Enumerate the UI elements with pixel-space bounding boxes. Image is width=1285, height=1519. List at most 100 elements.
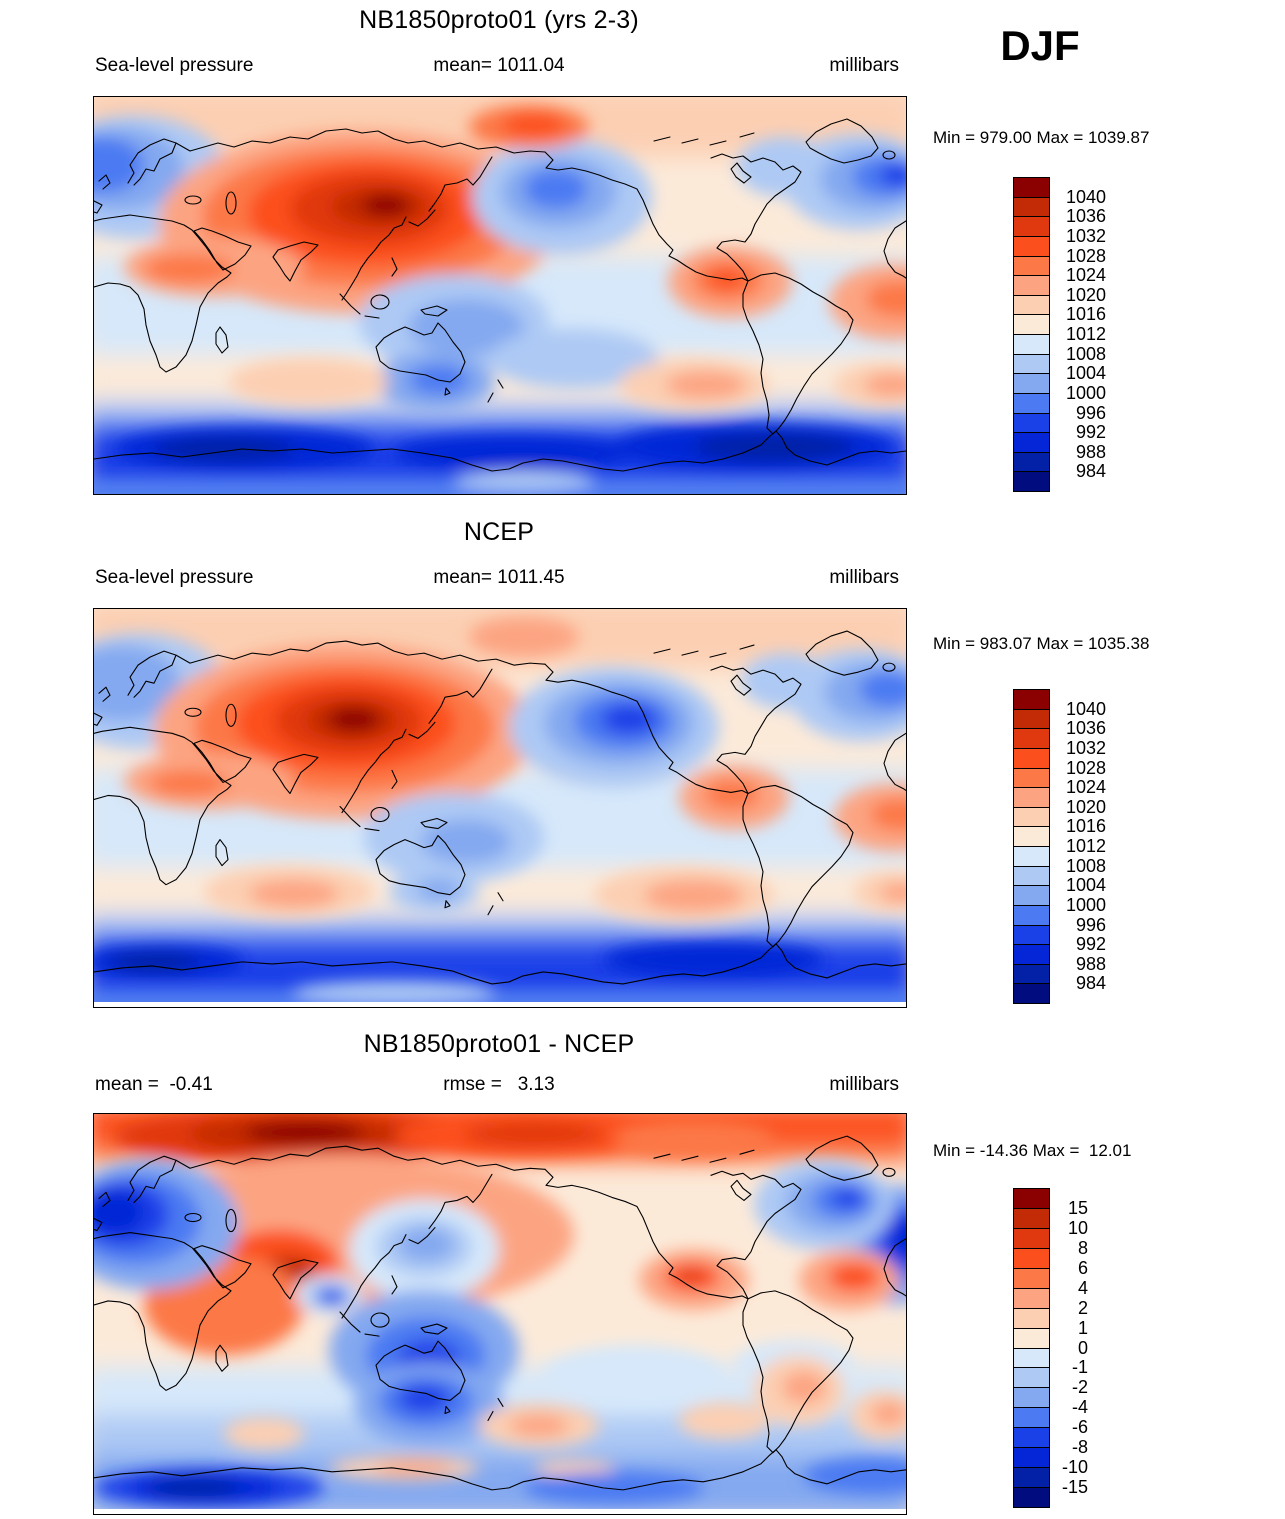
colorbar-tick-label: 984 bbox=[1075, 461, 1106, 482]
colorbar-tick-label: 1024 bbox=[1065, 777, 1106, 798]
colorbar-tick-label: 992 bbox=[1075, 422, 1106, 443]
colorbar-cell bbox=[1013, 235, 1050, 257]
colorbar-cell bbox=[1013, 689, 1050, 710]
colorbar-cell bbox=[1013, 865, 1050, 887]
colorbar-cell bbox=[1013, 294, 1050, 316]
colorbar-tick-label: -2 bbox=[1071, 1377, 1088, 1398]
colorbar-cell bbox=[1013, 1188, 1050, 1209]
colorbar-tick-label: 1028 bbox=[1065, 757, 1106, 778]
colorbar-tick-label: 1036 bbox=[1065, 718, 1106, 739]
colorbar-cell bbox=[1013, 1247, 1050, 1269]
panel-model-minmax: Min = 979.00 Max = 1039.87 bbox=[933, 128, 1150, 147]
colorbar-cell bbox=[1013, 806, 1050, 828]
colorbar-tick-label: 1036 bbox=[1065, 206, 1106, 227]
colorbar-cell bbox=[1013, 944, 1050, 965]
panel-model-title: NB1850proto01 (yrs 2-3) bbox=[359, 6, 639, 34]
colorbar-cell bbox=[1013, 1487, 1050, 1508]
colorbar-tick-label: 4 bbox=[1077, 1277, 1088, 1298]
colorbar-tick-label: 984 bbox=[1075, 973, 1106, 994]
colorbar-cell bbox=[1013, 1447, 1050, 1469]
colorbar-cell bbox=[1013, 177, 1050, 198]
colorbar-cell bbox=[1013, 314, 1050, 335]
colorbar-cell bbox=[1013, 963, 1050, 985]
colorbar-tick-label: 988 bbox=[1075, 441, 1106, 462]
colorbar-tick-label: 988 bbox=[1075, 953, 1106, 974]
panel-ncep-subtitle-row: Sea-level pressure mean= 1011.45 milliba… bbox=[93, 567, 905, 591]
panel-model: NB1850proto01 (yrs 2-3) DJF Sea-level pr… bbox=[0, 0, 1285, 512]
colorbar-cell bbox=[1013, 1387, 1050, 1409]
colorbar-tick-label: 1008 bbox=[1065, 343, 1106, 364]
colorbar-cell bbox=[1013, 787, 1050, 808]
colorbar-tick-label: -6 bbox=[1071, 1417, 1088, 1438]
panel-difference-map bbox=[93, 1113, 907, 1515]
field-label: Sea-level pressure bbox=[95, 567, 254, 588]
colorbar-tick-label: -1 bbox=[1071, 1357, 1088, 1378]
colorbar-cell bbox=[1013, 373, 1050, 394]
colorbar-tick-label: 15 bbox=[1067, 1197, 1088, 1218]
colorbar-tick-label: 8 bbox=[1077, 1237, 1088, 1258]
colorbar-cell bbox=[1013, 334, 1050, 355]
units-label: millibars bbox=[829, 567, 899, 588]
colorbar-cell bbox=[1013, 196, 1050, 218]
colorbar-cell bbox=[1013, 1207, 1050, 1229]
panel-ncep-minmax: Min = 983.07 Max = 1035.38 bbox=[933, 634, 1150, 653]
panel-difference-colorbar: 15 10 8 6 4 2 1 0 -1 -2 -4 -6 -8 -10 -15 bbox=[1013, 1188, 1088, 1508]
colorbar-tick-label: 1012 bbox=[1065, 836, 1106, 856]
colorbar-tick-label: 1008 bbox=[1065, 855, 1106, 876]
units-label: millibars bbox=[829, 55, 899, 76]
colorbar-cell bbox=[1013, 826, 1050, 847]
colorbar-tick-label: 1024 bbox=[1065, 265, 1106, 286]
colorbar-cell bbox=[1013, 1427, 1050, 1449]
colorbar-cell bbox=[1013, 1307, 1050, 1329]
colorbar-cell bbox=[1013, 728, 1050, 749]
colorbar-tick-label: 0 bbox=[1077, 1337, 1088, 1358]
colorbar-cell bbox=[1013, 412, 1050, 434]
colorbar-cell bbox=[1013, 846, 1050, 867]
colorbar-tick-label: 1012 bbox=[1065, 324, 1106, 344]
colorbar-tick-label: 1 bbox=[1077, 1317, 1088, 1338]
colorbar-tick-label: 1020 bbox=[1065, 284, 1106, 305]
colorbar-cell bbox=[1013, 1227, 1050, 1249]
colorbar-cell bbox=[1013, 1367, 1050, 1389]
colorbar-cell bbox=[1013, 1347, 1050, 1369]
panel-ncep-map bbox=[93, 608, 907, 1008]
colorbar-tick-label: 1032 bbox=[1065, 225, 1106, 246]
colorbar-tick-label: 1016 bbox=[1065, 816, 1106, 837]
panel-ncep: NCEP Sea-level pressure mean= 1011.45 mi… bbox=[0, 512, 1285, 1024]
difference-contour-plot bbox=[94, 1114, 906, 1514]
panel-model-subtitle-row: Sea-level pressure mean= 1011.04 milliba… bbox=[93, 55, 905, 79]
panel-difference-minmax: Min = -14.36 Max = 12.01 bbox=[933, 1141, 1132, 1160]
colorbar-tick-label: 1004 bbox=[1065, 875, 1106, 896]
panel-difference: NB1850proto01 - NCEP mean = -0.41 rmse =… bbox=[0, 1024, 1285, 1519]
colorbar-cell bbox=[1013, 1327, 1050, 1349]
colorbar-cell bbox=[1013, 1287, 1050, 1309]
panel-difference-subtitle-row: mean = -0.41 rmse = 3.13 millibars bbox=[93, 1074, 905, 1098]
colorbar-cell bbox=[1013, 885, 1050, 906]
colorbar-cell bbox=[1013, 216, 1050, 237]
field-label: Sea-level pressure bbox=[95, 55, 254, 76]
colorbar-cell bbox=[1013, 747, 1050, 769]
colorbar-tick-label: 992 bbox=[1075, 934, 1106, 955]
colorbar-cell bbox=[1013, 432, 1050, 453]
colorbar-cell bbox=[1013, 904, 1050, 926]
colorbar-tick-label: -8 bbox=[1071, 1437, 1088, 1458]
colorbar-tick-label: 1000 bbox=[1065, 894, 1106, 915]
colorbar-tick-label: 996 bbox=[1075, 402, 1106, 423]
units-label: millibars bbox=[829, 1074, 899, 1095]
colorbar-cell bbox=[1013, 392, 1050, 414]
colorbar-tick-label: -4 bbox=[1071, 1397, 1088, 1418]
colorbar-tick-label: 1040 bbox=[1065, 186, 1106, 207]
mean-value: mean = -0.41 bbox=[95, 1074, 213, 1095]
colorbar-cell bbox=[1013, 1407, 1050, 1429]
ncep-contour-plot bbox=[94, 609, 906, 1007]
colorbar-cell bbox=[1013, 924, 1050, 946]
colorbar-tick-label: 6 bbox=[1077, 1257, 1088, 1278]
panel-difference-title: NB1850proto01 - NCEP bbox=[363, 1030, 635, 1058]
panel-ncep-title: NCEP bbox=[463, 518, 535, 546]
colorbar-cell bbox=[1013, 983, 1050, 1004]
mean-value: mean= 1011.45 bbox=[433, 567, 565, 588]
colorbar-cell bbox=[1013, 451, 1050, 473]
colorbar-cell bbox=[1013, 1267, 1050, 1289]
colorbar-cell bbox=[1013, 1467, 1050, 1489]
